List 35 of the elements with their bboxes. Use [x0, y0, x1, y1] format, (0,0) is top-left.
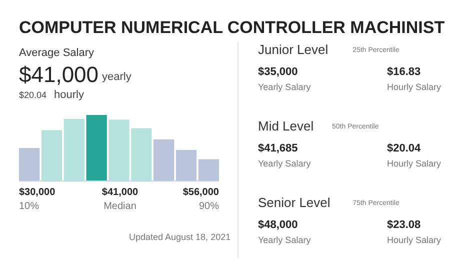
text: 10%	[19, 201, 40, 212]
text: $23.08	[387, 219, 421, 231]
text: 90%	[198, 201, 220, 212]
text: $30,000	[19, 187, 56, 198]
text: yearly	[102, 71, 132, 83]
bar	[154, 139, 174, 181]
text: Yearly Salary	[258, 82, 312, 92]
text: $35,000	[258, 66, 298, 78]
text: hourly	[54, 89, 84, 101]
text: Mid Level	[258, 118, 314, 134]
chart-title: COMPUTER NUMERICAL CONTROLLER MACHINIST	[19, 18, 446, 37]
text: Hourly Salary	[387, 235, 442, 245]
text: $16.83	[387, 66, 421, 78]
bar	[86, 115, 107, 181]
bar	[19, 148, 40, 181]
text: $56,000	[182, 187, 220, 198]
text: $41,000	[102, 187, 139, 198]
text: Senior Level	[258, 195, 330, 210]
text: Yearly Salary	[258, 235, 312, 245]
chart-subtitle: Average Salary	[19, 47, 95, 59]
text: $41,685	[258, 142, 298, 154]
text: $20.04	[387, 142, 422, 154]
text: Median	[104, 201, 136, 212]
text: $48,000	[258, 219, 298, 231]
text: Updated August 18, 2021	[129, 232, 231, 242]
text: $41,000	[19, 62, 99, 87]
bar	[198, 159, 219, 181]
text: Hourly Salary	[387, 82, 442, 92]
text: $20.04	[19, 90, 47, 100]
bar	[176, 150, 197, 181]
bar	[64, 118, 84, 181]
text: Hourly Salary	[387, 158, 442, 168]
text: Junior Level	[258, 42, 328, 57]
bar	[41, 130, 62, 181]
text: Yearly Salary	[258, 158, 312, 168]
